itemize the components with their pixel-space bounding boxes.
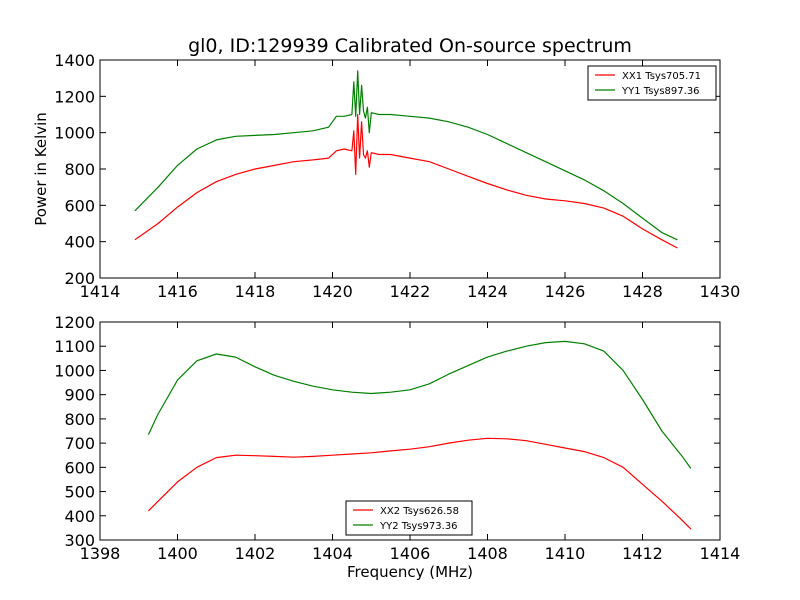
series-line-2	[147, 340, 692, 469]
legend-entry-label: XX2 Tsys626.58	[380, 506, 459, 517]
y-tick-label: 300	[64, 531, 95, 550]
legend-entry-label: XX1 Tsys705.71	[622, 71, 701, 82]
top-subplot: 1414 1416 1418 1420 1422 1424 1426 1428 1430 200 4…	[32, 51, 740, 301]
y-tick-label: 500	[64, 483, 95, 502]
y-tick-label: 200	[64, 269, 95, 288]
x-tick-label: 1430	[700, 282, 741, 301]
y-tick-label: 800	[64, 160, 95, 179]
x-tick-label: 1402	[235, 544, 276, 563]
x-tick-label: 1422	[390, 282, 431, 301]
x-tick-label: 1412	[622, 544, 663, 563]
bottom-subplot: 1398 1400 1402 1404 1406 1408 1410 1412 1414 300 4…	[54, 313, 740, 581]
legend-entry-label: YY1 Tsys897.36	[621, 86, 700, 97]
y-tick-label: 1400	[54, 51, 95, 70]
legend-box	[587, 65, 717, 101]
x-tick-label: 1410	[545, 544, 586, 563]
y-tick-label: 1100	[54, 337, 95, 356]
y-tick-label: 900	[64, 386, 95, 405]
x-tick-label: 1428	[622, 282, 663, 301]
x-tick-label: 1418	[235, 282, 276, 301]
y-tick-label: 400	[64, 233, 95, 252]
x-tick-label: 1414	[80, 282, 121, 301]
x-tick-label: 1406	[390, 544, 431, 563]
x-tick-label: 1416	[157, 282, 198, 301]
x-tick-label: 1408	[467, 544, 508, 563]
series-line-1	[147, 437, 692, 530]
y-tick-label: 600	[64, 196, 95, 215]
legend-entry-label: YY2 Tsys973.36	[379, 521, 458, 532]
y-tick-label: 1200	[54, 313, 95, 332]
y-tick-label: 1200	[54, 87, 95, 106]
y-tick-label: 1000	[54, 124, 95, 143]
y-tick-label: 700	[64, 434, 95, 453]
x-axis-label: Frequency (MHz)	[347, 563, 473, 581]
legend-box	[345, 500, 473, 536]
y-tick-label: 600	[64, 458, 95, 477]
x-tick-label: 1424	[467, 282, 508, 301]
series-line-1	[134, 113, 678, 249]
x-tick-label: 1400	[157, 544, 198, 563]
x-tick-label: 1426	[545, 282, 586, 301]
y-tick-label: 400	[64, 507, 95, 526]
x-tick-label: 1398	[80, 544, 121, 563]
series-line-2	[134, 70, 678, 241]
x-tick-label: 1404	[312, 544, 353, 563]
x-tick-label: 1420	[312, 282, 353, 301]
chart-title: gl0, ID:129939 Calibrated On-source spec…	[188, 35, 632, 57]
y-tick-label: 1000	[54, 361, 95, 380]
y-tick-label: 800	[64, 410, 95, 429]
y-axis-label: Power in Kelvin	[32, 112, 50, 226]
x-tick-label: 1414	[700, 544, 741, 563]
